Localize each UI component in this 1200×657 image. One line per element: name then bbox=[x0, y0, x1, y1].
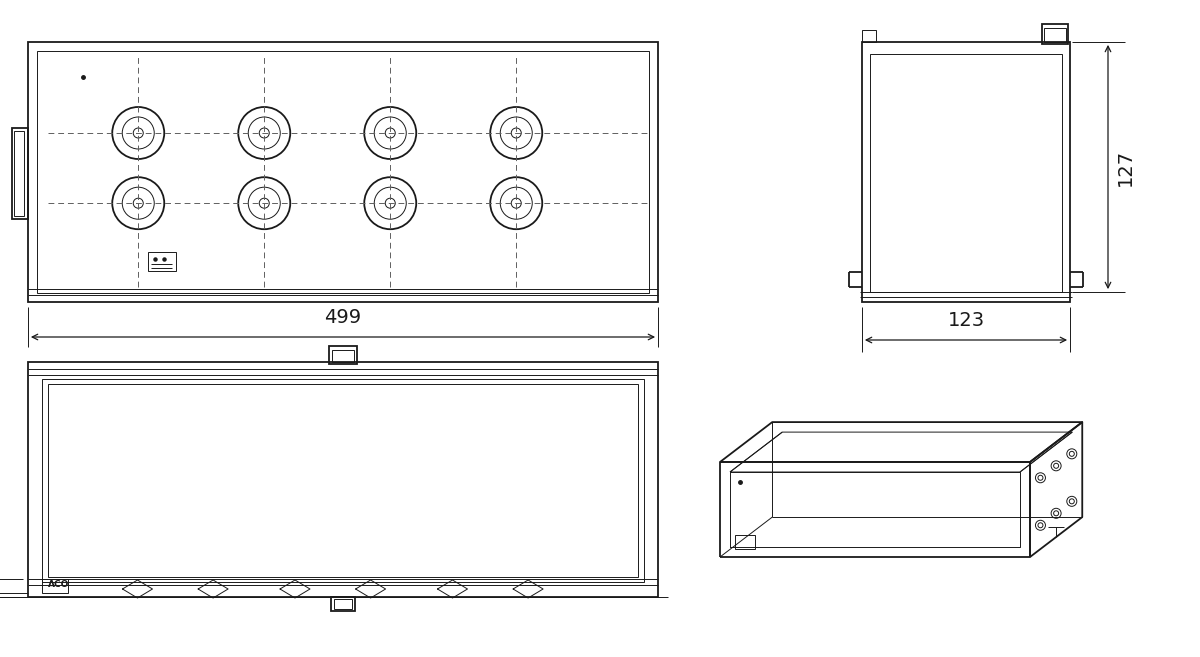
Bar bbox=[332, 350, 354, 362]
Bar bbox=[331, 597, 355, 611]
Text: 123: 123 bbox=[948, 311, 984, 330]
Text: ACO: ACO bbox=[48, 580, 70, 589]
Bar bbox=[870, 54, 1062, 292]
Bar bbox=[14, 131, 24, 215]
Bar bbox=[1044, 28, 1066, 42]
Bar bbox=[329, 346, 358, 364]
Bar bbox=[28, 362, 658, 597]
Bar bbox=[1042, 24, 1068, 44]
Text: 127: 127 bbox=[1116, 148, 1135, 185]
Bar bbox=[862, 42, 1070, 302]
Bar bbox=[48, 384, 638, 577]
Bar bbox=[734, 535, 755, 549]
Bar bbox=[28, 42, 658, 302]
Bar bbox=[42, 379, 644, 582]
Bar bbox=[37, 51, 649, 293]
Bar bbox=[334, 599, 352, 609]
Bar bbox=[862, 30, 876, 42]
Bar bbox=[148, 252, 175, 271]
Text: 499: 499 bbox=[324, 308, 361, 327]
Bar bbox=[42, 579, 68, 593]
Bar bbox=[12, 128, 28, 219]
